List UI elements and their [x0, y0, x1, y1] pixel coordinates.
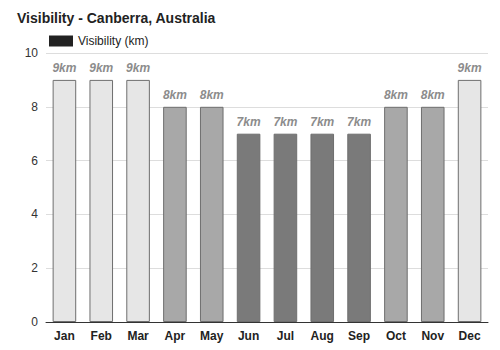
svg-text:6: 6	[31, 154, 38, 168]
svg-text:Jan: Jan	[54, 329, 75, 343]
svg-text:9km: 9km	[126, 61, 150, 75]
svg-text:Apr: Apr	[165, 329, 186, 343]
svg-text:Oct: Oct	[386, 329, 406, 343]
svg-text:4: 4	[31, 207, 38, 221]
svg-text:Aug: Aug	[311, 329, 334, 343]
svg-text:8km: 8km	[163, 88, 187, 102]
svg-text:9km: 9km	[89, 61, 113, 75]
svg-text:8km: 8km	[384, 88, 408, 102]
svg-text:May: May	[200, 329, 224, 343]
svg-text:Jul: Jul	[277, 329, 294, 343]
svg-text:Visibility - Canberra, Austral: Visibility - Canberra, Australia	[17, 10, 216, 26]
svg-text:7km: 7km	[310, 115, 334, 129]
svg-text:9km: 9km	[458, 61, 482, 75]
svg-text:8km: 8km	[200, 88, 224, 102]
svg-text:Dec: Dec	[459, 329, 481, 343]
svg-text:7km: 7km	[237, 115, 261, 129]
svg-text:8km: 8km	[421, 88, 445, 102]
svg-text:7km: 7km	[273, 115, 297, 129]
svg-text:Nov: Nov	[421, 329, 444, 343]
svg-text:Jun: Jun	[238, 329, 259, 343]
svg-text:2: 2	[31, 261, 38, 275]
svg-text:Sep: Sep	[348, 329, 370, 343]
svg-text:10: 10	[25, 46, 39, 60]
svg-text:Mar: Mar	[127, 329, 149, 343]
svg-text:Feb: Feb	[91, 329, 112, 343]
svg-text:7km: 7km	[347, 115, 371, 129]
svg-text:0: 0	[31, 315, 38, 329]
svg-text:9km: 9km	[52, 61, 76, 75]
svg-text:8: 8	[31, 100, 38, 114]
svg-text:Visibility (km): Visibility (km)	[78, 34, 148, 48]
